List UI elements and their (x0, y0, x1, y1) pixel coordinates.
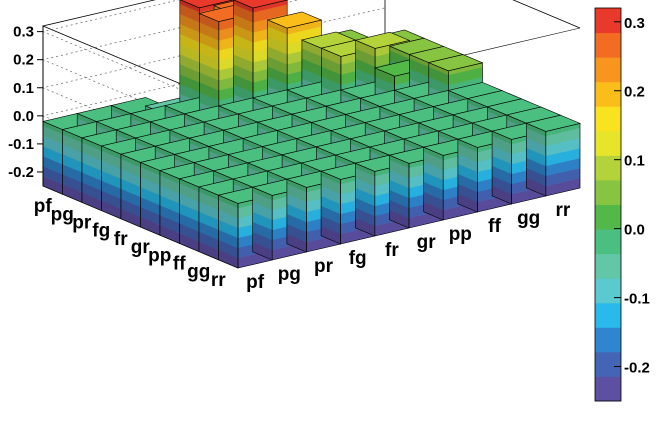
colorbar-band (595, 106, 621, 132)
y-tick-label: ff (173, 254, 186, 275)
x-tick-label: ff (488, 216, 501, 237)
colorbar-band (595, 81, 621, 107)
colorbar-tick-label: -0.2 (624, 360, 650, 377)
z-tick-label: -0.2 (8, 164, 34, 181)
colorbar-band (595, 253, 621, 279)
x-tick-label: rr (556, 200, 571, 221)
x-tick-label: fg (349, 248, 367, 269)
x-tick-label: pg (278, 264, 301, 285)
x-tick-labels: pf pg pr fg fr gr pp ff gg rr (246, 200, 571, 293)
bar-top-face (266, 11, 323, 29)
y-tick-label: pp (148, 245, 171, 266)
colorbar-tick-label: 0.2 (624, 84, 645, 101)
colorbar-tick-label: 0.0 (624, 222, 645, 239)
z-tick-label: 0.2 (13, 52, 34, 69)
z-tick-label: -0.1 (8, 136, 34, 153)
colorbar-band (595, 302, 621, 328)
y-tick-label: gr (131, 237, 151, 258)
y-tick-label: pr (72, 213, 92, 234)
x-tick-label: fr (385, 240, 399, 261)
colorbar-band (595, 376, 621, 402)
y-tick-label: pg (51, 204, 74, 225)
colorbar-band (595, 179, 621, 205)
z-tick-label: 0.0 (13, 108, 34, 125)
z-tick-label: 0.1 (13, 80, 34, 97)
colorbar-tick-label: 0.3 (624, 15, 645, 32)
lego-bars (42, 0, 581, 269)
bar-top-face (179, 0, 234, 9)
colorbar-band (595, 155, 621, 181)
colorbar-band (595, 204, 621, 230)
y-tick-label: gg (187, 262, 210, 283)
colorbar-tick-label: 0.1 (624, 153, 645, 170)
x-tick-label: gr (417, 232, 437, 253)
colorbar-band (595, 57, 621, 83)
colorbar-band (595, 130, 621, 156)
y-tick-label: rr (211, 270, 226, 291)
x-tick-label: pf (246, 272, 265, 293)
y-tick-label: fg (92, 221, 110, 242)
color-scale-bar: -0.2 -0.1 0.0 0.1 0.2 0.3 (594, 7, 650, 402)
x-tick-label: pr (314, 256, 334, 277)
colorbar-band (595, 278, 621, 304)
colorbar-band (595, 8, 621, 34)
x-tick-label: pp (449, 224, 472, 245)
colorbar-band (595, 327, 621, 353)
colorbar-band (595, 32, 621, 58)
colorbar-tick-label: -0.1 (624, 291, 650, 308)
lego-bar (525, 114, 581, 197)
colorbar-frame (594, 7, 622, 402)
y-tick-label: pf (34, 196, 53, 217)
colorbar-band (595, 229, 621, 255)
bar-top-face (525, 114, 581, 132)
bar-top-face (354, 31, 411, 49)
z-tick-label: 0.3 (13, 24, 34, 41)
y-tick-label: fr (114, 229, 128, 250)
z-axis: -0.2 -0.1 0.0 0.1 0.2 0.3 (8, 24, 44, 186)
bar-top-face (233, 0, 289, 9)
box-edge (512, 0, 581, 29)
bar-top-face (427, 54, 484, 72)
x-tick-label: gg (517, 208, 540, 229)
colorbar-band (595, 351, 621, 377)
